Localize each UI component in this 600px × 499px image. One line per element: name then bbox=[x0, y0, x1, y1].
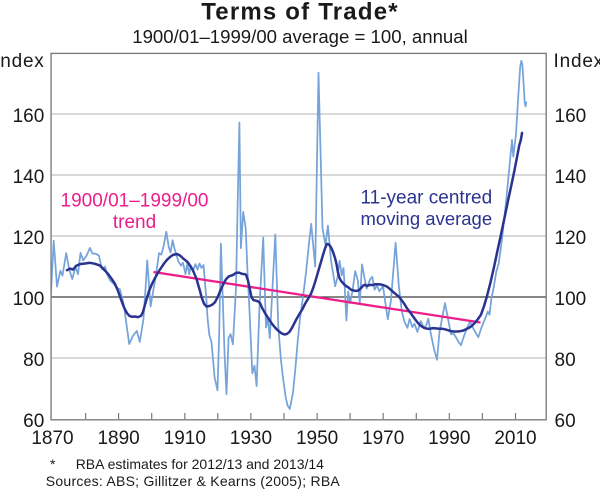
svg-text:80: 80 bbox=[23, 350, 44, 371]
svg-text:Index: Index bbox=[0, 51, 45, 72]
svg-text:1900/01–1999/00: 1900/01–1999/00 bbox=[61, 191, 209, 212]
svg-text:120: 120 bbox=[555, 228, 587, 249]
svg-text:160: 160 bbox=[555, 106, 587, 127]
svg-text:11-year centred: 11-year centred bbox=[361, 187, 493, 208]
svg-text:1890: 1890 bbox=[97, 428, 139, 449]
svg-text:120: 120 bbox=[13, 228, 45, 249]
svg-text:140: 140 bbox=[13, 167, 45, 188]
svg-text:1930: 1930 bbox=[230, 428, 272, 449]
svg-text:1990: 1990 bbox=[428, 428, 470, 449]
svg-text:1950: 1950 bbox=[296, 428, 338, 449]
svg-text:Sources: ABS; Gillitzer & Kear: Sources: ABS; Gillitzer & Kearns (2005);… bbox=[46, 473, 341, 489]
svg-text:moving average: moving average bbox=[361, 208, 493, 229]
svg-text:RBA estimates for 2012/13 and: RBA estimates for 2012/13 and 2013/14 bbox=[76, 456, 324, 472]
svg-text:Index: Index bbox=[554, 51, 600, 72]
svg-text:1900/01–1999/00 average = 100,: 1900/01–1999/00 average = 100, annual bbox=[132, 26, 468, 47]
svg-text:Terms of Trade*: Terms of Trade* bbox=[201, 0, 399, 26]
svg-text:100: 100 bbox=[555, 289, 587, 310]
svg-text:60: 60 bbox=[555, 411, 576, 432]
svg-text:140: 140 bbox=[555, 167, 587, 188]
svg-text:*: * bbox=[50, 456, 56, 472]
svg-text:80: 80 bbox=[555, 350, 576, 371]
svg-text:160: 160 bbox=[13, 106, 45, 127]
svg-text:100: 100 bbox=[13, 289, 45, 310]
svg-text:2010: 2010 bbox=[494, 428, 536, 449]
svg-text:1970: 1970 bbox=[362, 428, 404, 449]
svg-text:trend: trend bbox=[113, 212, 156, 233]
svg-text:1910: 1910 bbox=[164, 428, 206, 449]
svg-text:1870: 1870 bbox=[31, 428, 73, 449]
